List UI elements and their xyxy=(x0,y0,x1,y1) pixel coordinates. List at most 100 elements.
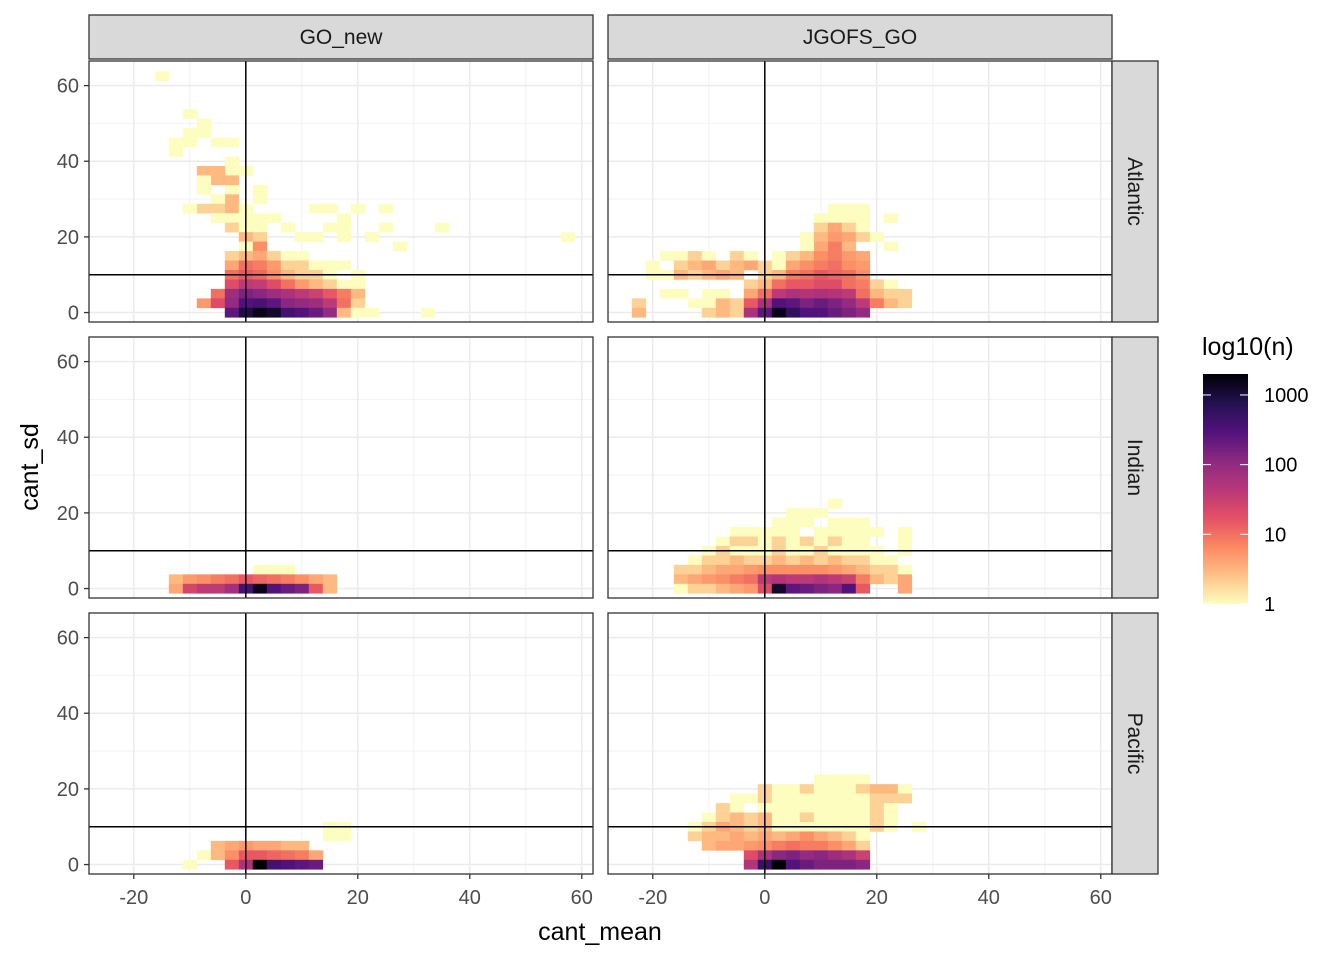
heatmap-tile xyxy=(224,859,240,870)
heatmap-tile xyxy=(841,536,857,547)
heatmap-tile xyxy=(827,288,843,299)
heatmap-tile xyxy=(308,574,324,585)
x-tick-label: 0 xyxy=(240,887,251,909)
heatmap-tile xyxy=(168,147,184,157)
panel-GO_new-Pacific xyxy=(88,612,594,875)
heatmap-tile xyxy=(280,574,296,585)
heatmap-tile xyxy=(308,850,324,861)
heatmap-tile xyxy=(196,184,212,195)
heatmap-tile xyxy=(743,555,759,566)
heatmap-tile xyxy=(813,536,829,547)
heatmap-tile xyxy=(224,307,240,318)
heatmap-tile xyxy=(631,307,647,318)
heatmap-tile xyxy=(827,203,843,214)
heatmap-tile xyxy=(420,307,436,318)
heatmap-tile xyxy=(210,203,226,214)
heatmap-tile xyxy=(294,251,310,261)
heatmap-tile xyxy=(252,288,268,299)
heatmap-tile xyxy=(687,298,703,309)
heatmap-tile xyxy=(687,555,703,566)
heatmap-tile xyxy=(715,288,731,299)
heatmap-tile xyxy=(855,784,871,794)
heatmap-tile xyxy=(252,840,268,851)
heatmap-tile xyxy=(364,232,380,242)
heatmap-tile xyxy=(841,279,857,290)
heatmap-tile xyxy=(168,137,184,148)
legend-break-label: 100 xyxy=(1264,455,1297,477)
heatmap-tile xyxy=(196,175,212,186)
heatmap-tile xyxy=(827,536,843,547)
strips-layer: GO_new JGOFS_GO Atlantic Indian Pacific xyxy=(88,14,1159,875)
heatmap-tile xyxy=(813,793,829,804)
heatmap-tile xyxy=(252,564,268,575)
heatmap-tile xyxy=(813,232,829,242)
heatmap-tile xyxy=(729,793,745,804)
heatmap-tile xyxy=(715,840,731,851)
heatmap-tile xyxy=(729,831,745,842)
heatmap-tile xyxy=(799,508,815,518)
heatmap-tile xyxy=(799,574,815,585)
heatmap-tile xyxy=(210,213,226,224)
heatmap-tile xyxy=(224,203,240,214)
heatmap-tile xyxy=(855,840,871,851)
heatmap-tile xyxy=(210,194,226,205)
heatmap-tile xyxy=(785,831,801,842)
heatmap-tile xyxy=(883,555,899,566)
heatmap-tile xyxy=(855,850,871,861)
heatmap-tile xyxy=(210,583,226,594)
heatmap-tile xyxy=(659,251,675,261)
heatmap-tile xyxy=(813,840,829,851)
heatmap-tile xyxy=(827,583,843,594)
heatmap-tile xyxy=(266,260,282,271)
heatmap-tile xyxy=(785,850,801,861)
heatmap-tile xyxy=(210,175,226,186)
heatmap-tile xyxy=(799,307,815,318)
heatmap-tile xyxy=(336,260,352,271)
heatmap-tile xyxy=(294,279,310,290)
heatmap-tile xyxy=(715,803,731,813)
heatmap-tile xyxy=(224,583,240,594)
heatmap-tile xyxy=(841,840,857,851)
heatmap-tile xyxy=(827,555,843,566)
heatmap-tile xyxy=(771,831,787,842)
heatmap-tile xyxy=(280,840,296,851)
heatmap-tile xyxy=(168,574,184,585)
heatmap-tile xyxy=(743,279,759,290)
panel-border xyxy=(88,612,594,875)
heatmap-tile xyxy=(252,260,268,271)
heatmap-tile xyxy=(294,840,310,851)
heatmap-tile xyxy=(336,307,352,318)
heatmap-tile xyxy=(224,194,240,205)
heatmap-tile xyxy=(252,307,268,318)
strip-label: Pacific xyxy=(1123,713,1146,775)
heatmap-tile xyxy=(827,241,843,252)
heatmap-tile xyxy=(715,307,731,318)
heatmap-tile xyxy=(841,203,857,214)
heatmap-tile xyxy=(673,583,689,594)
heatmap-tile xyxy=(280,307,296,318)
heatmap-tile xyxy=(196,203,212,214)
heatmap-tile xyxy=(196,850,212,861)
heatmap-tile xyxy=(785,517,801,528)
heatmap-tile xyxy=(827,574,843,585)
heatmap-tile xyxy=(224,850,240,861)
heatmap-tile xyxy=(266,279,282,290)
heatmap-tile xyxy=(673,251,689,261)
heatmap-tile xyxy=(687,831,703,842)
heatmap-tile xyxy=(701,812,717,823)
heatmap-tile xyxy=(855,831,871,842)
heatmap-tile xyxy=(771,251,787,261)
heatmap-tile xyxy=(743,260,759,271)
heatmap-tile xyxy=(799,784,815,794)
heatmap-tile xyxy=(883,812,899,823)
x-axis-title: cant_mean xyxy=(538,918,662,946)
heatmap-tile xyxy=(196,118,212,129)
heatmap-tile xyxy=(897,574,913,585)
heatmap-tile xyxy=(252,583,268,594)
y-tick-label: 60 xyxy=(57,628,79,650)
heatmap-tile xyxy=(266,574,282,585)
heatmap-tile xyxy=(715,574,731,585)
heatmap-tile xyxy=(883,288,899,299)
heatmap-tile xyxy=(294,583,310,594)
heatmap-tile xyxy=(799,298,815,309)
